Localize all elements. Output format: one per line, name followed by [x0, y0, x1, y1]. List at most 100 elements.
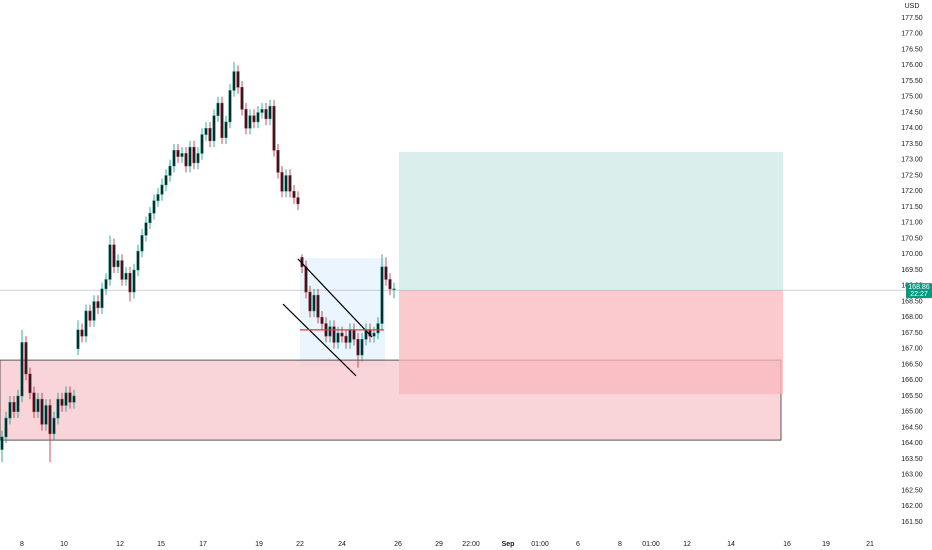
candle-body [56, 398, 60, 419]
candle-body [176, 150, 180, 157]
y-tick-label: 166.00 [901, 377, 923, 384]
candle-body [212, 115, 216, 142]
candle-body [4, 417, 8, 438]
trend-line [282, 303, 357, 377]
candle-body [80, 329, 84, 337]
candle-body [12, 402, 16, 412]
y-tick-label: 163.50 [901, 456, 923, 463]
candle-body [124, 272, 128, 280]
candle-body [24, 342, 28, 375]
candle-body [320, 317, 324, 324]
candle-body [112, 244, 116, 268]
y-tick-label: 177.00 [901, 31, 923, 38]
y-tick-label: 176.50 [901, 46, 923, 53]
candle-body [284, 175, 288, 192]
x-tick-label: 26 [394, 541, 402, 548]
y-tick-label: 170.00 [901, 251, 923, 258]
y-tick-label: 163.00 [901, 472, 923, 479]
candle-body [228, 90, 232, 123]
candle-body [372, 332, 376, 337]
candle-body [256, 112, 260, 123]
y-tick-label: 167.50 [901, 330, 923, 337]
candle-body [104, 279, 108, 290]
y-tick-label: 162.00 [901, 503, 923, 510]
x-tick-label: 16 [783, 541, 791, 548]
candle-body [48, 405, 52, 435]
y-tick-label: 175.00 [901, 94, 923, 101]
candle-body [296, 197, 300, 205]
candle-body [268, 105, 272, 120]
candle-body [260, 109, 264, 113]
candle-body [52, 417, 56, 435]
candle-body [340, 332, 344, 337]
x-tick-label: 21 [866, 541, 874, 548]
candle-body [332, 326, 336, 343]
candle-body [216, 102, 220, 116]
candle-body [384, 266, 388, 280]
candle-body [132, 269, 136, 293]
y-tick-label: 165.00 [901, 409, 923, 416]
x-tick-label: 12 [116, 541, 124, 548]
y-tick-label: 171.50 [901, 204, 923, 211]
candle-body [100, 288, 104, 309]
y-tick-label: 177.50 [901, 15, 923, 22]
candle-body [64, 392, 68, 406]
candle-body [32, 392, 36, 413]
candle-body [140, 235, 144, 252]
y-tick-label: 171.00 [901, 220, 923, 227]
candle-body [272, 105, 276, 151]
candle-body [376, 323, 380, 334]
y-tick-label: 174.50 [901, 109, 923, 116]
candle-body [156, 194, 160, 201]
trend-line [297, 258, 373, 338]
candle-body [0, 436, 4, 450]
y-tick-label: 168.00 [901, 314, 923, 321]
candle-body [360, 339, 364, 356]
x-tick-label: 24 [338, 541, 346, 548]
candle-body [72, 395, 76, 403]
zone [399, 290, 783, 395]
y-tick-label: 162.50 [901, 487, 923, 494]
candle-body [160, 184, 164, 195]
y-tick-label: 165.50 [901, 393, 923, 400]
candle-body [44, 405, 48, 425]
x-tick-label: 01:00 [531, 541, 549, 548]
candle-body [208, 128, 212, 142]
candle-body [116, 260, 120, 268]
candle-body [84, 310, 88, 337]
candle-body [248, 115, 252, 129]
x-tick-label: 8 [20, 541, 24, 548]
x-tick-label: 01:00 [642, 541, 660, 548]
candle-body [240, 87, 244, 110]
candle-body [172, 150, 176, 167]
candle-body [60, 398, 64, 406]
candle-body [152, 200, 156, 214]
candle-body [88, 310, 92, 321]
candle-body [188, 146, 192, 167]
x-tick-label: Sep [502, 541, 515, 548]
y-tick-label: 173.00 [901, 157, 923, 164]
x-tick-label: 29 [435, 541, 443, 548]
currency-label: USD [905, 3, 920, 10]
candle-body [168, 165, 172, 176]
candle-body [344, 335, 348, 343]
candle-body [304, 266, 308, 293]
y-tick-label: 164.50 [901, 424, 923, 431]
candle-body [180, 153, 184, 157]
y-tick-label: 172.50 [901, 172, 923, 179]
candle-body [236, 71, 240, 88]
candle-body [264, 109, 268, 120]
candle-body [128, 272, 132, 293]
x-tick-label: 19 [822, 541, 830, 548]
candle-body [108, 244, 112, 280]
candle-body [184, 153, 188, 167]
candle-body [8, 402, 12, 419]
candle-body [356, 339, 360, 356]
candle-body [120, 260, 124, 280]
candle-body [76, 329, 80, 350]
candle-body [380, 266, 384, 324]
candle-body [388, 279, 392, 290]
y-tick-label: 174.00 [901, 125, 923, 132]
candle-body [164, 175, 168, 186]
